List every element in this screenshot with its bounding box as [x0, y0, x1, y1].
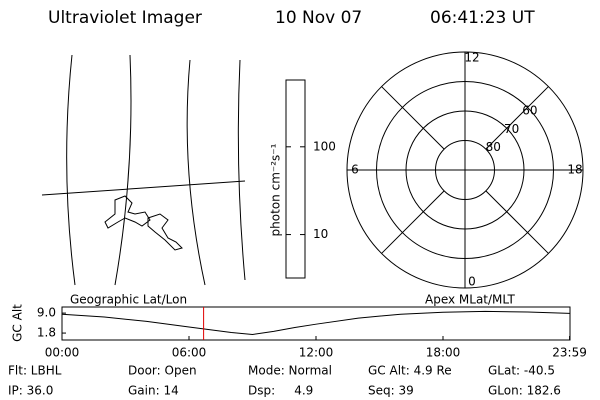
info-field: GC Alt: 4.9 Re [368, 364, 452, 378]
colorbar [285, 79, 306, 279]
lat-label: 70 [504, 122, 519, 136]
meridian [186, 59, 206, 286]
diag-line [485, 190, 549, 254]
colorbar-label: photon cm⁻²s⁻¹ [269, 143, 283, 236]
mlt-label: 6 [351, 163, 359, 177]
left-title: Geographic Lat/Lon [70, 293, 187, 307]
mlt-label: 18 [567, 163, 582, 177]
y-tick-label: 9.0 [37, 306, 56, 320]
time: 06:41:23 UT [430, 8, 535, 28]
info-field: Dsp: 4.9 [248, 384, 313, 398]
colorbar-tick-label: 10 [313, 227, 328, 241]
info-field: GLat: -40.5 [488, 364, 555, 378]
diag-line [381, 190, 445, 254]
x-tick-label: 18:00 [426, 346, 461, 360]
x-tick-label: 12:00 [299, 346, 334, 360]
diag-line [485, 86, 549, 150]
parallel [41, 180, 246, 196]
right-title: Apex MLat/MLT [425, 293, 515, 307]
instrument: Ultraviolet Imager [48, 8, 202, 28]
diag-line [381, 86, 445, 150]
info-field: Seq: 39 [368, 384, 414, 398]
y-label: GC Alt [11, 304, 25, 342]
info-field: Flt: LBHL [8, 364, 62, 378]
x-tick-label: 23:59 [552, 346, 587, 360]
x-tick-label: 06:00 [172, 346, 207, 360]
info-field: GLon: 182.6 [488, 384, 561, 398]
island [147, 213, 183, 251]
x-tick-label: 00:00 [45, 346, 80, 360]
info-field: Mode: Normal [248, 364, 332, 378]
colorbar-tick-label: 100 [313, 139, 336, 153]
mlt-label: 0 [468, 275, 476, 289]
geo-map [41, 54, 246, 286]
meridian [66, 54, 76, 286]
meridian [237, 59, 246, 281]
lat-label: 80 [486, 140, 501, 154]
island [104, 195, 151, 229]
lat-label: 60 [522, 104, 537, 118]
info-field: IP: 36.0 [8, 384, 53, 398]
y-tick-label: 1.8 [37, 326, 56, 340]
meridian [114, 54, 132, 286]
info-field: Gain: 14 [128, 384, 179, 398]
date: 10 Nov 07 [275, 8, 362, 28]
alt-line [61, 310, 570, 335]
mlt-label: 12 [464, 51, 479, 65]
info-field: Door: Open [128, 364, 197, 378]
